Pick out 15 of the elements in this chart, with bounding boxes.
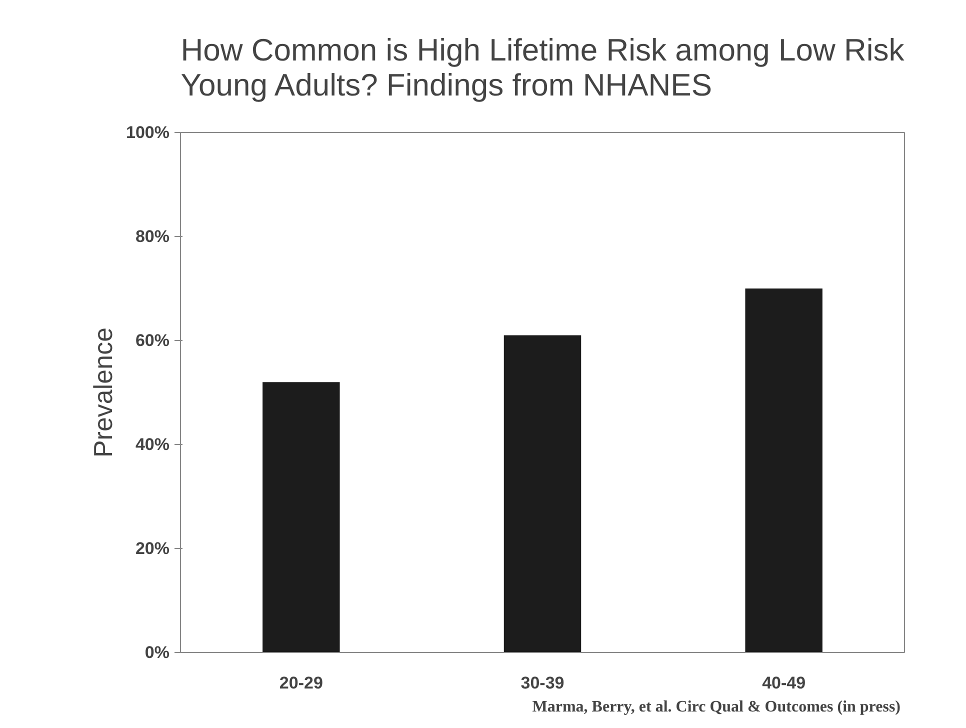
y-tick-label: 60% (135, 331, 170, 350)
bar (262, 382, 340, 652)
x-tick-label: 20-29 (279, 674, 323, 692)
y-tick-label: 100% (126, 123, 170, 142)
y-axis-title: Prevalence (88, 327, 118, 458)
y-tick-label: 20% (135, 539, 170, 558)
bar (504, 335, 582, 652)
chart-title: How Common is High Lifetime Risk among Low Risk Young Adults? Findings from NHANES (180, 32, 905, 102)
y-tick-label: 40% (135, 435, 170, 454)
y-tick-label: 80% (135, 227, 170, 246)
x-tick-label: 30-39 (520, 674, 564, 692)
y-tick-label: 0% (144, 643, 170, 662)
text: Marma, Berry, et al. Circ Qual & Outcomes (in press) (532, 698, 901, 716)
bar (745, 288, 822, 652)
x-tick-label: 40-49 (762, 674, 806, 692)
